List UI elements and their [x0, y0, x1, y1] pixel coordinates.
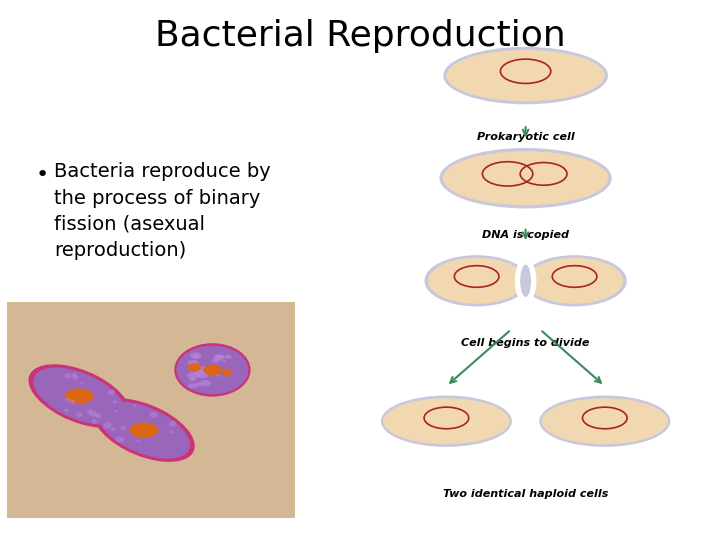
Ellipse shape [539, 395, 670, 447]
Ellipse shape [130, 423, 158, 438]
Ellipse shape [215, 355, 223, 359]
Ellipse shape [515, 258, 536, 303]
Ellipse shape [197, 367, 209, 373]
Ellipse shape [29, 364, 130, 428]
Ellipse shape [212, 372, 215, 373]
Bar [7, 302, 295, 518]
Ellipse shape [64, 408, 68, 412]
Ellipse shape [196, 383, 202, 386]
Ellipse shape [225, 355, 231, 358]
Ellipse shape [227, 356, 230, 359]
Ellipse shape [94, 399, 194, 462]
Text: DNA is copied: DNA is copied [482, 230, 569, 240]
Ellipse shape [428, 258, 525, 303]
Ellipse shape [76, 412, 83, 417]
Ellipse shape [212, 359, 220, 363]
Ellipse shape [222, 369, 232, 376]
Ellipse shape [169, 421, 176, 427]
Ellipse shape [446, 50, 605, 102]
Ellipse shape [526, 258, 624, 303]
Ellipse shape [444, 47, 608, 104]
Ellipse shape [103, 422, 112, 429]
Ellipse shape [521, 265, 531, 297]
Ellipse shape [120, 426, 126, 430]
Ellipse shape [194, 370, 205, 376]
Ellipse shape [65, 373, 72, 379]
Text: •: • [36, 165, 49, 185]
Ellipse shape [169, 430, 174, 433]
Ellipse shape [87, 410, 93, 414]
Ellipse shape [188, 360, 199, 366]
Ellipse shape [110, 428, 114, 431]
Ellipse shape [198, 373, 208, 379]
Ellipse shape [116, 436, 124, 443]
Ellipse shape [381, 395, 512, 447]
Ellipse shape [72, 373, 76, 376]
Ellipse shape [190, 353, 201, 358]
Ellipse shape [137, 439, 140, 442]
Ellipse shape [383, 399, 510, 444]
Ellipse shape [174, 343, 251, 396]
Ellipse shape [214, 354, 225, 360]
Text: Bacteria reproduce by
the process of binary
fission (asexual
reproduction): Bacteria reproduce by the process of bin… [54, 162, 271, 260]
Ellipse shape [189, 377, 197, 381]
Ellipse shape [95, 413, 102, 418]
Ellipse shape [33, 368, 125, 424]
Ellipse shape [65, 388, 94, 403]
Ellipse shape [69, 399, 76, 404]
Ellipse shape [89, 411, 97, 417]
Ellipse shape [113, 400, 117, 403]
Ellipse shape [192, 354, 201, 359]
Ellipse shape [150, 412, 158, 418]
Ellipse shape [187, 372, 199, 379]
Ellipse shape [84, 394, 139, 432]
Text: Bacterial Reproduction: Bacterial Reproduction [155, 19, 565, 53]
Ellipse shape [90, 399, 133, 428]
Text: Prokaryotic cell: Prokaryotic cell [477, 132, 575, 143]
Ellipse shape [203, 364, 222, 375]
Ellipse shape [188, 383, 197, 388]
Ellipse shape [222, 360, 226, 362]
Ellipse shape [217, 375, 221, 377]
Text: Cell begins to divide: Cell begins to divide [462, 338, 590, 348]
Ellipse shape [132, 404, 136, 407]
Ellipse shape [210, 371, 216, 374]
Ellipse shape [523, 255, 627, 307]
Ellipse shape [199, 380, 211, 386]
Ellipse shape [176, 346, 248, 394]
Ellipse shape [439, 148, 612, 208]
Ellipse shape [72, 375, 78, 380]
Ellipse shape [98, 402, 190, 458]
Ellipse shape [443, 151, 608, 205]
Ellipse shape [188, 363, 201, 372]
Ellipse shape [81, 382, 84, 385]
Ellipse shape [91, 420, 97, 423]
Ellipse shape [108, 389, 115, 395]
Ellipse shape [114, 410, 117, 412]
Ellipse shape [112, 428, 115, 430]
Ellipse shape [65, 397, 70, 401]
Text: Two identical haploid cells: Two identical haploid cells [443, 489, 608, 499]
Ellipse shape [424, 255, 528, 307]
Ellipse shape [541, 399, 668, 444]
